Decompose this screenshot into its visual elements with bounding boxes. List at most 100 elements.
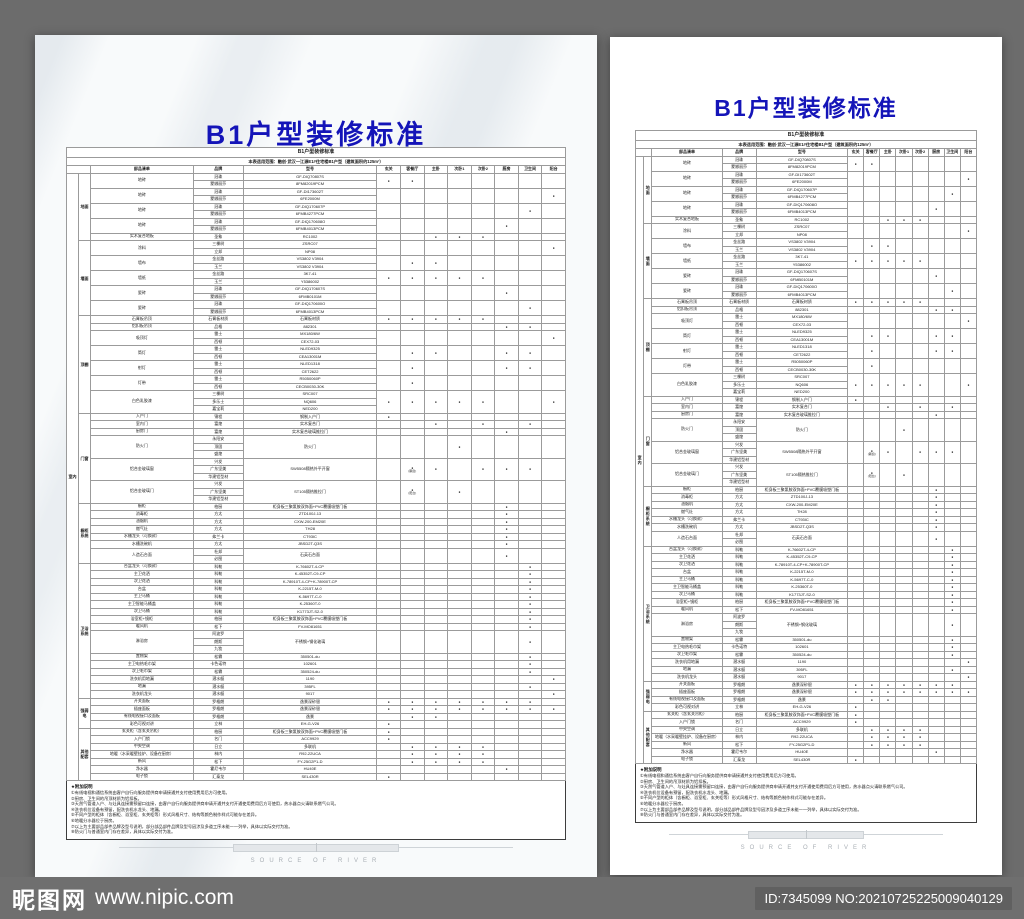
dot-cell — [376, 592, 401, 601]
category-cell: 涂料 — [89, 240, 194, 256]
brand-cell: 雷士 — [721, 313, 757, 322]
dot-cell — [911, 185, 929, 202]
model-cell: 逸景深砂银 — [242, 705, 378, 714]
dot-cell — [847, 515, 865, 524]
category-cell: 人造石台面 — [89, 547, 194, 564]
dot-cell: ● — [470, 390, 496, 414]
dot-cell — [879, 703, 897, 712]
selection-dot: ● — [458, 489, 461, 494]
dot-cell — [447, 375, 472, 391]
dot-cell — [447, 240, 472, 256]
dot-note: (阳台) — [408, 491, 417, 496]
dot-cell — [959, 283, 978, 299]
model-cell: ST105隔热推拉门 — [755, 463, 849, 487]
selection-dot: ● — [951, 405, 954, 410]
brand-cell: 林内 — [192, 750, 244, 759]
dot-cell — [879, 358, 897, 374]
selection-dot: ● — [870, 382, 873, 387]
dot-cell — [470, 585, 496, 594]
dot-cell — [911, 703, 929, 712]
dot-cell — [494, 412, 519, 421]
dot-cell — [541, 720, 566, 729]
model-cell: 逸景深砂银 — [755, 688, 849, 697]
model-cell: 钢制入户门 — [755, 395, 849, 404]
selection-dot: ● — [951, 622, 954, 627]
dot-cell — [399, 720, 425, 729]
dot-cell — [911, 755, 929, 764]
dot-cell: ● — [541, 330, 566, 346]
dot-cell — [847, 553, 865, 562]
table-row: 台盆 科勒 K-2215T-M-0 ● — [67, 585, 566, 594]
table-row: 水槽洗碗机 方太 JBSD2T-Q3S ● — [636, 523, 978, 532]
category-cell: 室内门 — [89, 420, 194, 429]
model-cell: HU40E — [755, 748, 849, 757]
model-cell: 1190 — [242, 675, 378, 684]
brand-cell: 方太 — [192, 540, 244, 549]
brand-cell: 方太 — [721, 523, 757, 532]
dot-cell — [927, 238, 945, 254]
dot-cell — [399, 502, 425, 511]
model-cell: SEL430R — [242, 772, 378, 781]
model-cell: CET2622 — [755, 350, 849, 359]
dot-cell — [494, 300, 519, 316]
table-row: 墙布 金丝路 VS3802 V3904 ● ● — [636, 238, 978, 254]
dot-cell — [847, 568, 865, 577]
dot-cell — [517, 412, 543, 421]
selection-dot: ● — [481, 467, 484, 472]
dot-cell — [959, 568, 978, 577]
dot-cell — [399, 607, 425, 616]
dot-cell: ● — [879, 733, 897, 742]
dot-cell — [847, 268, 865, 284]
dot-cell: ● — [423, 457, 449, 481]
brand-cell: 方太 — [721, 508, 757, 517]
dot-cell — [895, 568, 913, 577]
dot-cell: ● — [517, 202, 543, 219]
table-row: 白色乳胶漆 三棵树 SRC007 ● ● ● ● ● ● — [636, 373, 978, 397]
model-cell: NP08 — [242, 247, 378, 256]
dot-cell — [879, 283, 897, 299]
dot-cell — [927, 170, 945, 187]
dot-cell — [927, 283, 945, 299]
dot-cell — [447, 727, 472, 736]
dot-cell — [423, 480, 449, 504]
brand-cell: 松下 — [192, 622, 244, 631]
dot-cell — [847, 238, 865, 254]
selection-dot: ● — [967, 319, 970, 323]
category-cell: 燃气灶 — [651, 508, 723, 517]
dot-cell — [927, 590, 945, 599]
dot-cell — [447, 532, 472, 541]
dot-cell — [863, 598, 881, 607]
dot-cell — [399, 427, 425, 436]
dot-cell — [895, 410, 913, 419]
dot-cell — [494, 232, 519, 241]
brand-cell: 嘉宝莉 — [721, 388, 757, 397]
dot-cell — [895, 635, 913, 644]
model-cell: SW5508隔热外平开窗 — [755, 440, 849, 464]
selection-dot: ● — [870, 364, 873, 368]
model-cell: K1773JT-S2-0 — [755, 590, 849, 599]
category-cell: 开关面板 — [651, 680, 723, 689]
category-cell: 次卫毛巾架 — [651, 650, 723, 659]
table-row: 墙布 金丝路 VS3802 V3904 ● ● — [67, 255, 566, 271]
selection-dot: ● — [967, 229, 970, 233]
dot-cell — [470, 570, 496, 579]
dot-cell — [927, 215, 945, 224]
dot-cell — [517, 217, 543, 234]
model-cell: JBSD2T-Q3S — [755, 523, 849, 532]
dot-cell — [517, 480, 543, 504]
dot-cell — [423, 217, 449, 234]
dot-cell — [541, 255, 566, 271]
table-row: 有线电视接口及面板 罗格朗 逸景 ● ● — [636, 695, 978, 704]
brand-cell: 柏厨 — [721, 485, 757, 494]
divider-tick — [316, 843, 317, 852]
category-cell: 地砖 — [651, 155, 723, 172]
model-cell: 石英石台面 — [242, 547, 378, 564]
dot-cell — [541, 300, 566, 316]
category-cell: 吸顶灯 — [89, 330, 194, 346]
dot-cell — [895, 650, 913, 659]
dot-cell — [399, 585, 425, 594]
header-cell: 型号 — [242, 165, 378, 174]
table-row: 人造石台面 杜邦 石英石台面 ● — [636, 530, 978, 547]
dot-cell — [470, 172, 496, 189]
selection-dot: ● — [505, 519, 508, 524]
